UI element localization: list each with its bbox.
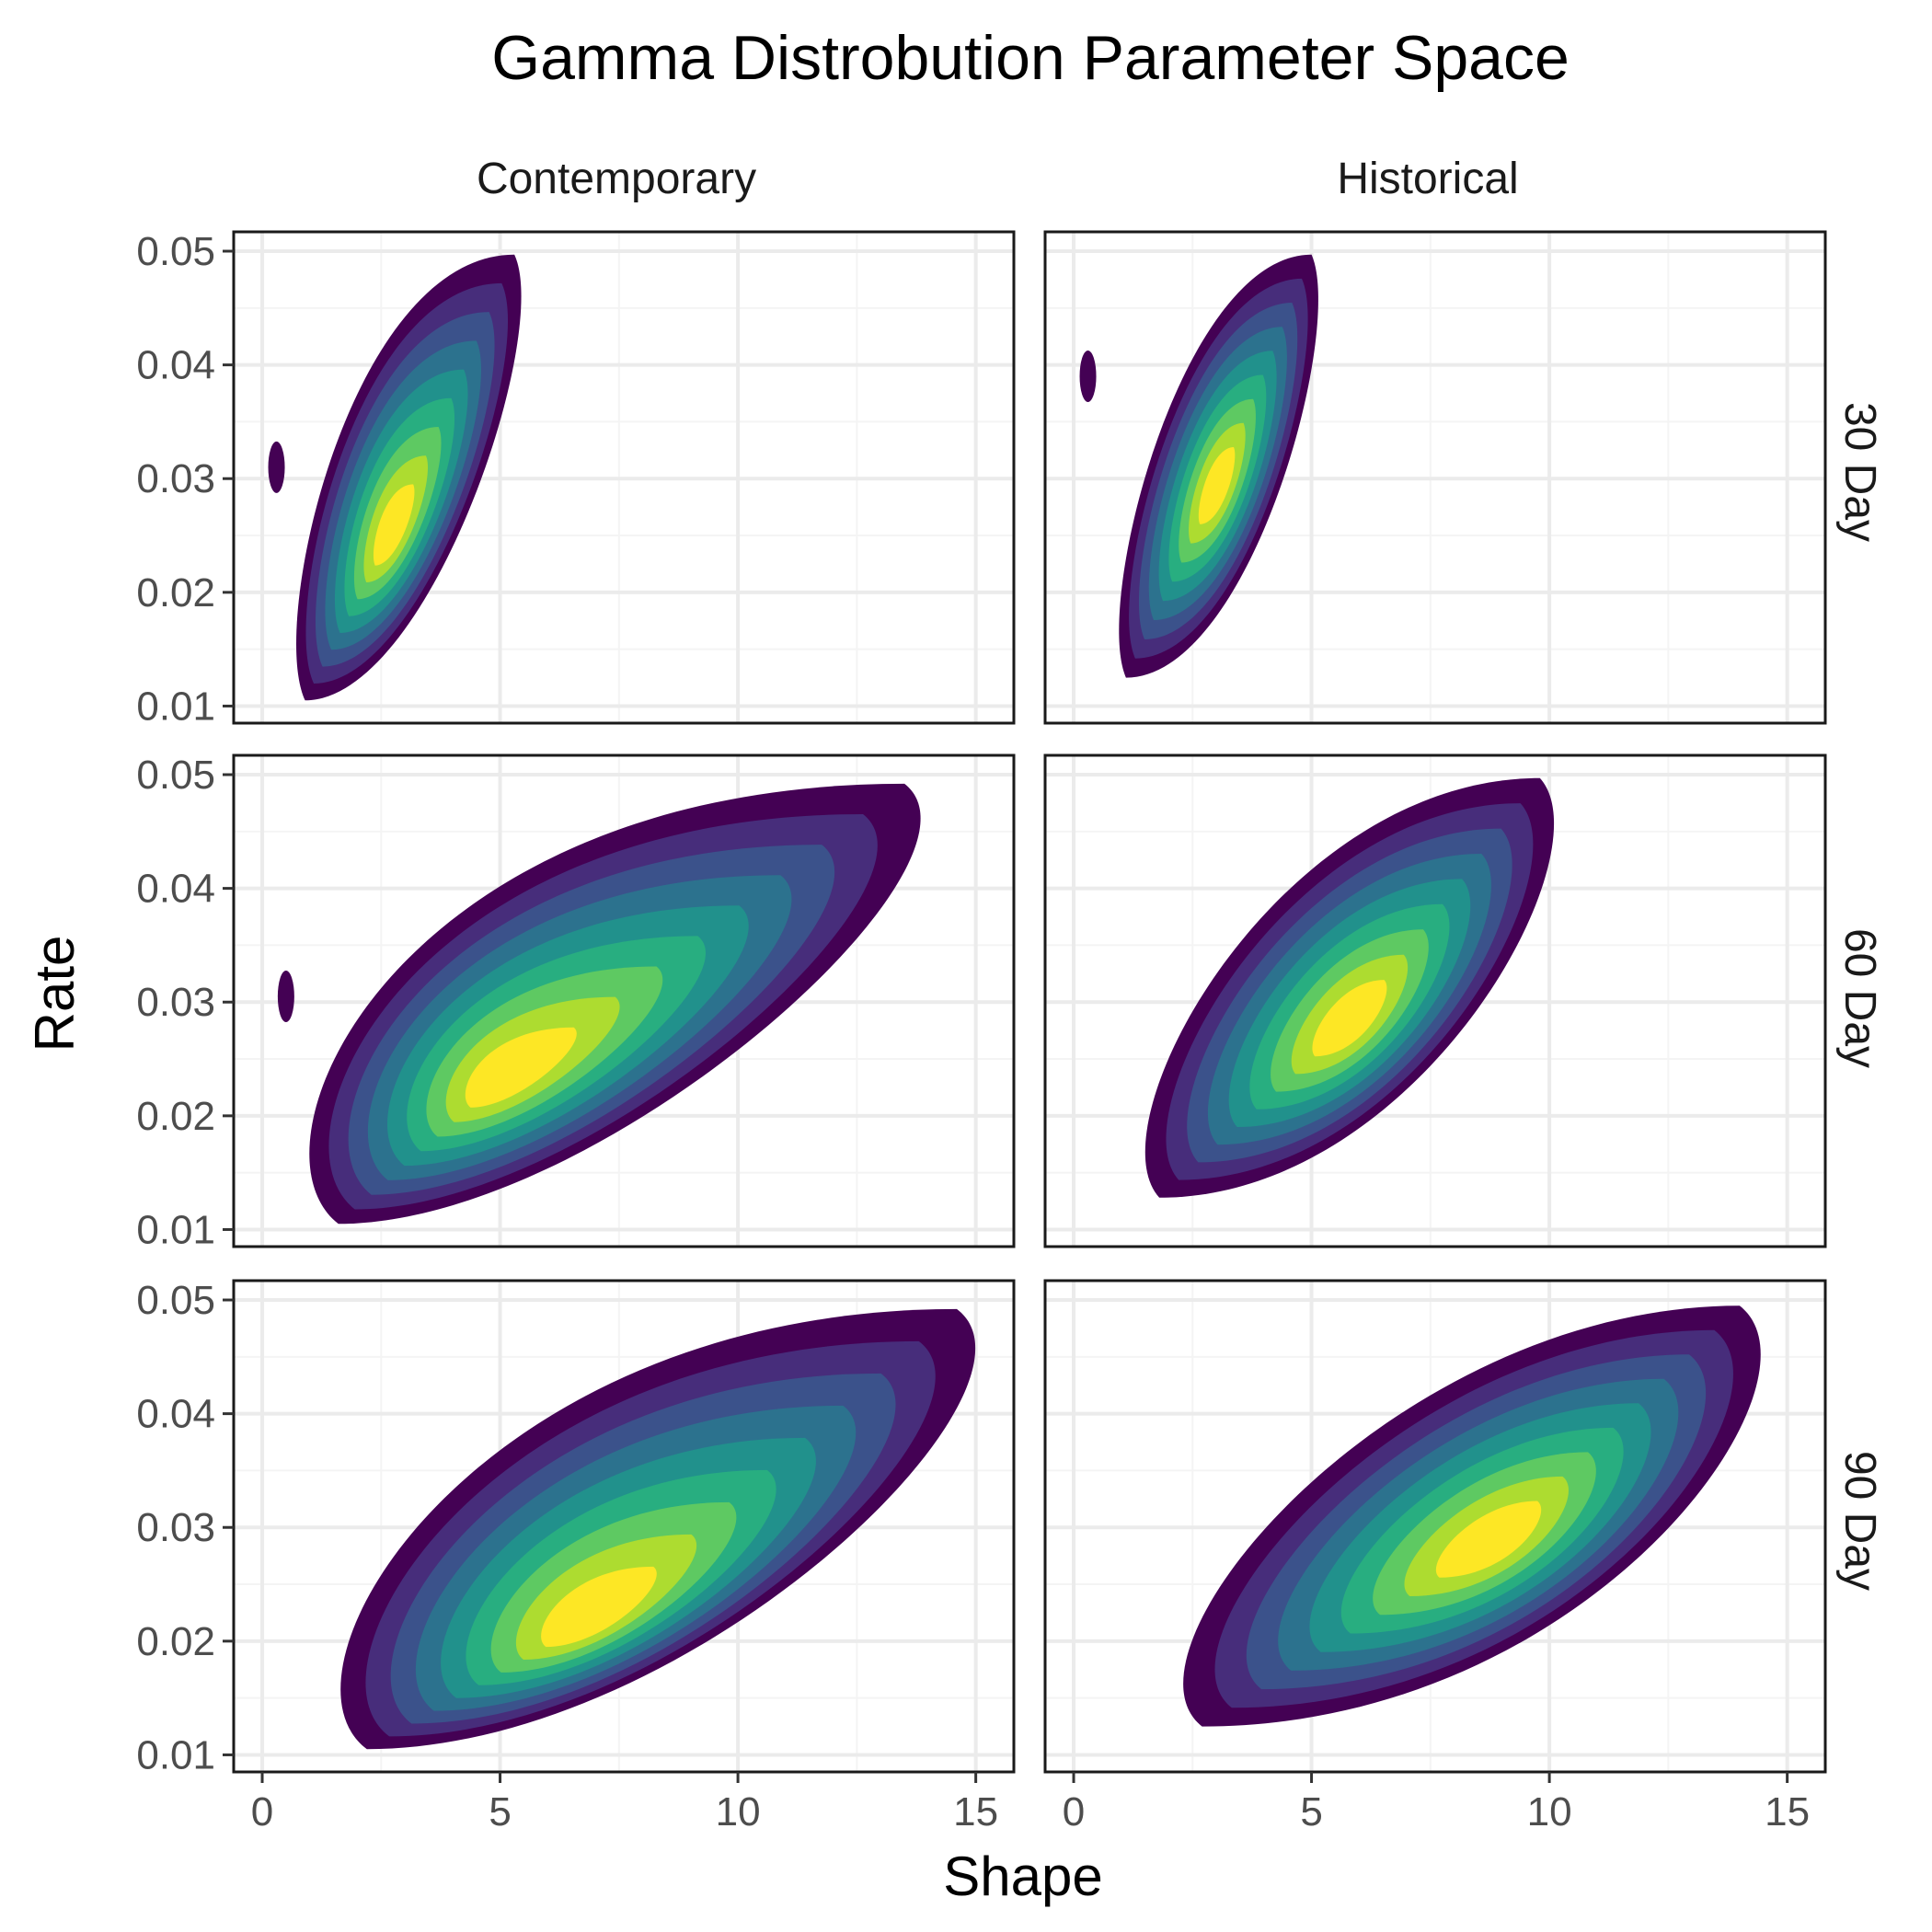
y-tick-label: 0.03 — [136, 980, 215, 1025]
y-tick-label: 0.05 — [136, 229, 215, 274]
strip-label-contemporary: Contemporary — [477, 155, 756, 203]
panel-60-day-contemporary: 0.01 0.02 0.03 0.04 0.05 — [136, 753, 1016, 1252]
x-tick-label: 5 — [1300, 1789, 1322, 1834]
density-contours — [1079, 254, 1318, 678]
panel-border — [1043, 1279, 1827, 1774]
density-outlier-blob — [268, 441, 285, 493]
x-tick-label: 0 — [1063, 1789, 1085, 1834]
y-tick-label: 0.04 — [136, 1392, 215, 1437]
density-band-9 — [1435, 1501, 1542, 1578]
y-tick-label: 0.05 — [136, 753, 215, 798]
density-contours — [1183, 1305, 1761, 1727]
y-tick-label: 0.01 — [136, 1207, 215, 1252]
y-tick-label: 0.02 — [136, 1619, 215, 1664]
panel-60-day-historical — [1043, 753, 1827, 1248]
x-tick-label: 10 — [1527, 1789, 1572, 1834]
density-contours — [340, 1308, 976, 1750]
x-tick-label: 5 — [489, 1789, 511, 1834]
density-band-9 — [373, 484, 415, 566]
density-band-9 — [1198, 447, 1236, 524]
chart-title: Gamma Distrobution Parameter Space — [491, 23, 1570, 93]
x-axis-label: Shape — [943, 1846, 1103, 1907]
y-tick-label: 0.01 — [136, 1732, 215, 1777]
y-tick-label: 0.01 — [136, 684, 215, 729]
y-tick-label: 0.03 — [136, 456, 215, 501]
panel-border — [1043, 230, 1827, 725]
density-band-9 — [541, 1566, 657, 1648]
y-tick-label: 0.05 — [136, 1278, 215, 1323]
density-band-9 — [1312, 980, 1387, 1057]
panel-90-day-historical: 0 5 10 15 — [1043, 1279, 1827, 1834]
panel-90-day-contemporary: 0.01 0.02 0.03 0.04 0.05 0 5 10 15 — [136, 1278, 1016, 1834]
density-outlier-blob — [1079, 350, 1097, 402]
density-contours — [1144, 777, 1555, 1198]
x-tick-label: 10 — [716, 1789, 761, 1834]
strip-label-60-day: 60 Day — [1835, 928, 1884, 1068]
panel-border — [1043, 753, 1827, 1248]
x-tick-label: 15 — [1765, 1789, 1810, 1834]
y-tick-label: 0.02 — [136, 570, 215, 615]
panel-30-day-historical — [1043, 230, 1827, 725]
x-tick-label: 15 — [953, 1789, 998, 1834]
density-contours — [268, 254, 522, 701]
panel-30-day-contemporary: 0.01 0.02 0.03 0.04 0.05 — [136, 229, 1016, 729]
panel-grid: 0.01 0.02 0.03 0.04 0.05 0.01 0.02 0.03 0.04 0.05… — [136, 229, 1827, 1834]
x-tick-label: 0 — [251, 1789, 273, 1834]
strip-label-90-day: 90 Day — [1835, 1451, 1884, 1591]
strip-label-30-day: 30 Day — [1835, 402, 1884, 542]
y-tick-label: 0.02 — [136, 1094, 215, 1139]
y-tick-label: 0.04 — [136, 343, 215, 388]
density-contours — [277, 783, 921, 1225]
density-outlier-blob — [277, 971, 294, 1023]
strip-label-historical: Historical — [1337, 155, 1518, 203]
y-tick-label: 0.03 — [136, 1505, 215, 1550]
y-tick-label: 0.04 — [136, 867, 215, 912]
y-axis-label: Rate — [24, 936, 86, 1052]
density-band-9 — [465, 1027, 577, 1108]
